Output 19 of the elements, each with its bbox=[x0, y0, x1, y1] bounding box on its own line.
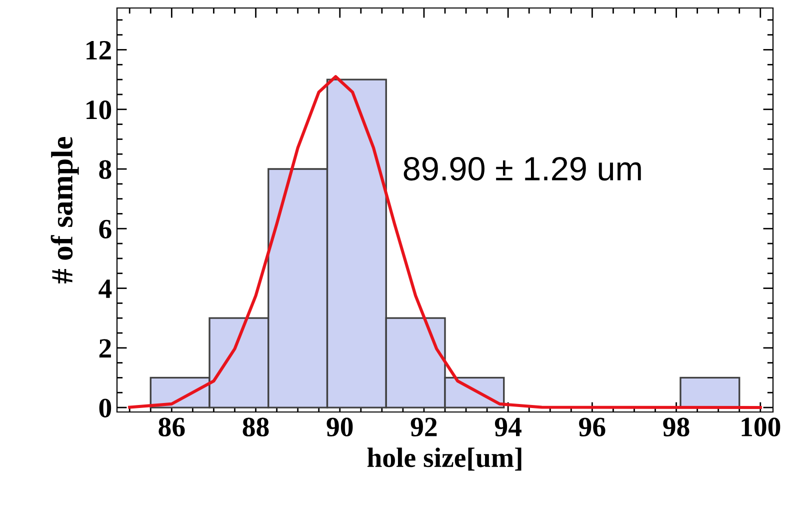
y-tick-label: 0 bbox=[99, 398, 112, 418]
x-tick-label: 88 bbox=[242, 418, 269, 436]
x-tick-label: 86 bbox=[158, 418, 185, 436]
annotation: 89.90 ± 1.29 um bbox=[404, 156, 641, 181]
x-tick-label: 98 bbox=[663, 418, 690, 436]
x-tick-label: 94 bbox=[494, 418, 522, 436]
x-tick-label: 96 bbox=[579, 418, 606, 436]
y-axis-title: # of sample bbox=[50, 136, 79, 284]
y-tick-label: 10 bbox=[86, 100, 112, 120]
y-tick-label: 12 bbox=[86, 40, 111, 60]
x-axis-title: hole size[um] bbox=[367, 448, 522, 471]
line-series bbox=[128, 75, 762, 410]
y-tick-label: 4 bbox=[98, 280, 112, 298]
y-tick-label: 8 bbox=[99, 160, 112, 179]
x-tick-label: 100 bbox=[742, 418, 780, 436]
y-tick-label: 6 bbox=[99, 220, 112, 239]
x-tick-label: 92 bbox=[410, 418, 437, 436]
y-tick-label: 2 bbox=[99, 339, 111, 358]
x-tick-label: 90 bbox=[326, 418, 353, 436]
